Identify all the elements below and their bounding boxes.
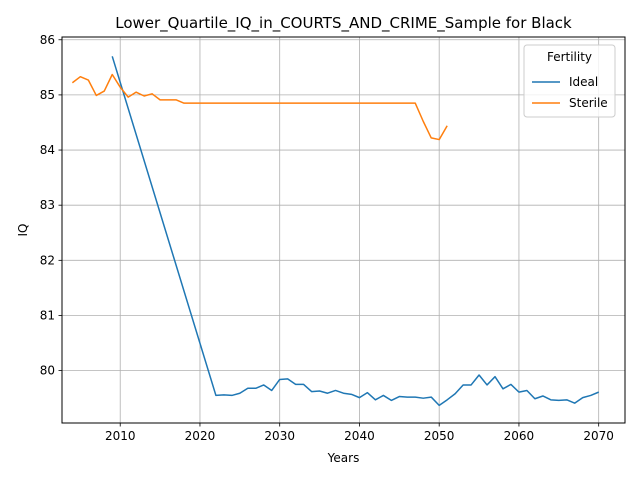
axis-ticks: 2010 2020 2030 2040 2050 2060 2070 80 81 82 83 84 85… <box>40 33 614 443</box>
x-tick-label: 2020 <box>185 429 216 443</box>
x-tick-label: 2070 <box>583 429 614 443</box>
y-tick-label: 80 <box>40 364 55 378</box>
legend-title: Fertility <box>547 50 592 64</box>
x-axis-label: Years <box>327 451 360 465</box>
y-tick-label: 82 <box>40 253 55 267</box>
y-tick-label: 84 <box>40 143 55 157</box>
x-tick-label: 2010 <box>105 429 136 443</box>
plot-frame <box>61 36 626 424</box>
legend-label-ideal: Ideal <box>569 75 598 89</box>
legend-box <box>523 44 616 118</box>
y-axis-label: IQ <box>16 224 30 237</box>
y-tick-label: 81 <box>40 308 55 322</box>
y-tick-label: 83 <box>40 198 55 212</box>
series-layer <box>71 56 599 407</box>
legend-label-sterile: Sterile <box>569 96 608 110</box>
legend: Fertility Ideal Sterile <box>523 44 616 118</box>
x-tick-label: 2030 <box>264 429 295 443</box>
y-tick-label: 86 <box>40 33 55 47</box>
y-tick-label: 85 <box>40 88 55 102</box>
x-tick-label: 2040 <box>344 429 375 443</box>
series-line-sterile <box>71 73 448 141</box>
x-tick-label: 2060 <box>504 429 535 443</box>
x-tick-label: 2050 <box>424 429 455 443</box>
series-line-ideal <box>111 56 599 407</box>
chart-title: Lower_Quartile_IQ_in_COURTS_AND_CRIME_Sa… <box>115 14 572 33</box>
legend-items: Ideal Sterile <box>532 75 608 110</box>
